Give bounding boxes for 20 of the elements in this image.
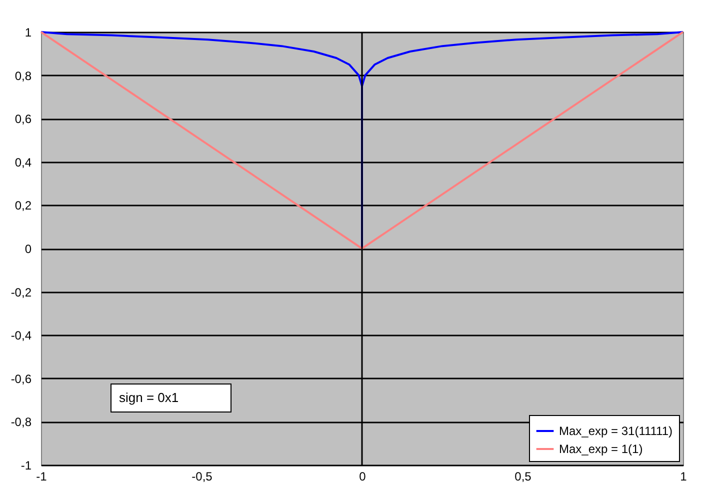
x-tick-label: 0: [359, 470, 366, 484]
x-tick-label: -0,5: [192, 470, 213, 484]
y-tick-label: -0,2: [10, 285, 32, 300]
x-tick-label: 0,5: [514, 470, 532, 484]
annotation: sign = 0x1: [119, 390, 179, 405]
y-tick-label: 0,2: [14, 198, 32, 213]
y-tick-label: -0,8: [10, 415, 32, 430]
y-tick-label: 0,4: [14, 155, 32, 170]
legend-label: Max_exp = 31(11111): [559, 424, 673, 438]
line-series: [40, 31, 684, 250]
legend-label: Max_exp = 1(1): [559, 442, 643, 456]
y-tick-label: 0,6: [14, 112, 32, 126]
y-tick-label: 0: [24, 242, 32, 256]
y-tick-label: 0,8: [14, 68, 32, 83]
y-tick-label: 1: [24, 26, 32, 40]
y-tick-label: -1: [20, 458, 32, 472]
x-tick-label: 1: [680, 470, 688, 484]
y-tick-label: -0,4: [10, 328, 32, 343]
y-tick-label: -0,6: [10, 372, 32, 386]
x-tick-label: -1: [36, 470, 48, 484]
